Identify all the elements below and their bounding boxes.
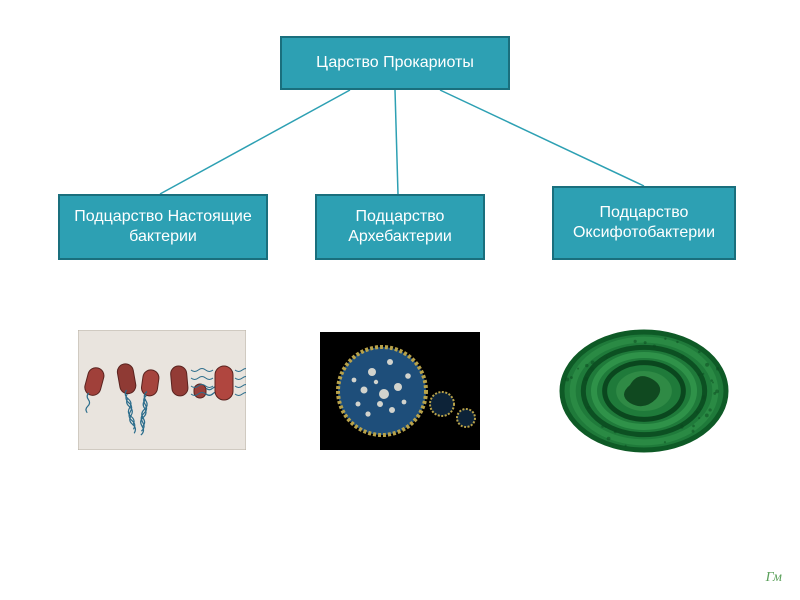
archaea-illustration bbox=[320, 332, 480, 450]
tree-edges bbox=[0, 0, 800, 600]
root-node: Царство Прокариоты bbox=[280, 36, 510, 90]
child-label: Подцарство Архебактерии bbox=[327, 207, 473, 247]
child-label: Подцарство Оксифотобактерии bbox=[564, 203, 724, 243]
root-label: Царство Прокариоты bbox=[316, 53, 474, 73]
child-node-0: Подцарство Настоящие бактерии bbox=[58, 194, 268, 260]
child-node-1: Подцарство Архебактерии bbox=[315, 194, 485, 260]
true-bacteria-illustration bbox=[78, 330, 246, 450]
child-label: Подцарство Настоящие бактерии bbox=[70, 207, 256, 247]
child-node-2: Подцарство Оксифотобактерии bbox=[552, 186, 736, 260]
watermark: Гм bbox=[766, 570, 782, 586]
oxyphotobacteria-illustration bbox=[558, 328, 730, 454]
